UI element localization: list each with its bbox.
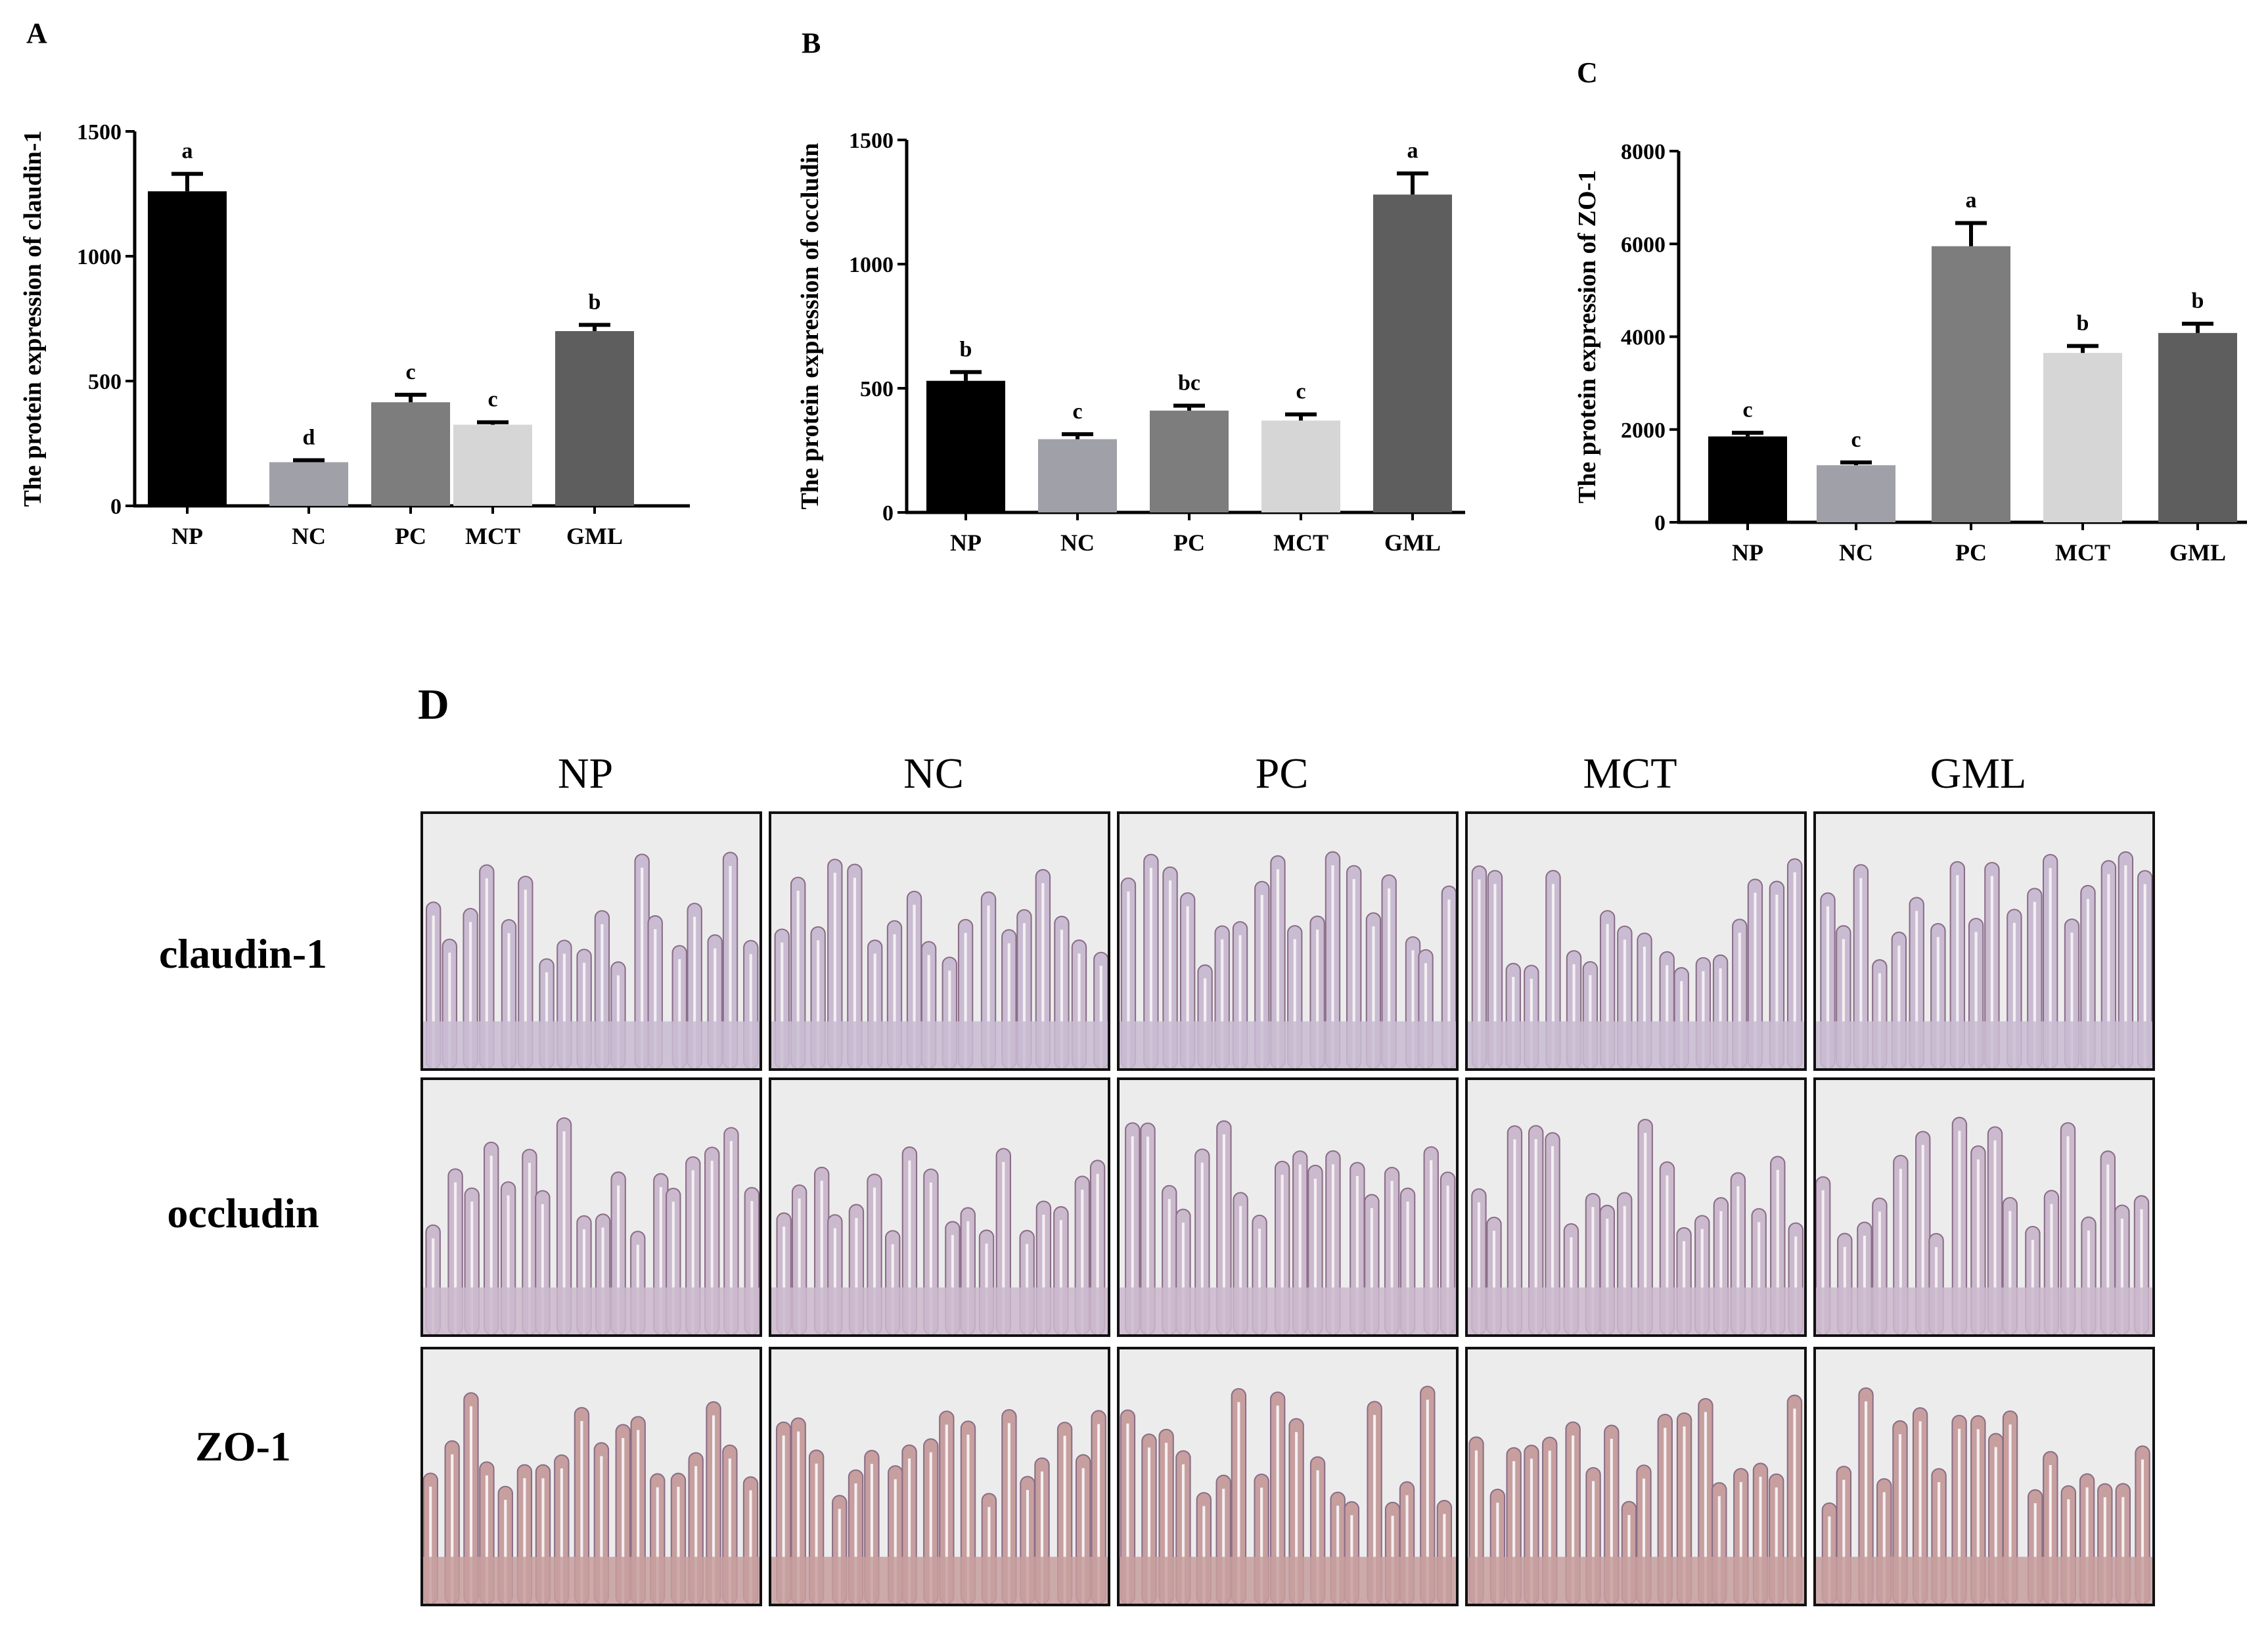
column-label-gml: GML <box>1930 750 2027 798</box>
column-label-mct: MCT <box>1583 750 1677 798</box>
histology-image-occludin-pc <box>1117 1077 1459 1337</box>
x-tick-label-b: MCT <box>1273 530 1328 556</box>
significance-label-a: c <box>488 388 497 412</box>
y-tick-label-b: 1500 <box>849 129 894 153</box>
bar-c-nc <box>1817 465 1895 522</box>
significance-label-c: c <box>1851 428 1861 452</box>
y-tick-label-a: 1500 <box>77 120 122 145</box>
significance-label-b: bc <box>1178 371 1200 395</box>
y-tick-label-a: 1000 <box>77 245 122 269</box>
histology-image-zo-1-pc <box>1117 1347 1459 1606</box>
y-tick-label-b: 0 <box>882 501 894 526</box>
significance-label-c: a <box>1966 188 1977 212</box>
significance-label-c: b <box>2077 311 2089 336</box>
y-tick-label-a: 500 <box>88 370 122 394</box>
panel-letter-c: C <box>1577 56 1598 89</box>
bar-a-np <box>148 191 227 506</box>
bar-c-pc <box>1932 246 2010 522</box>
x-tick-label-b: PC <box>1173 530 1205 556</box>
bar-b-pc <box>1150 411 1229 512</box>
y-tick-label-c: 6000 <box>1621 233 1666 257</box>
significance-label-b: b <box>960 337 972 361</box>
x-tick-label-a: NP <box>171 523 203 549</box>
x-tick-label-a: NC <box>292 523 326 549</box>
x-tick-label-b: NC <box>1060 530 1095 556</box>
histology-image-zo-1-gml <box>1813 1347 2155 1606</box>
y-tick-label-b: 500 <box>860 377 894 401</box>
x-tick-label-b: GML <box>1384 530 1441 556</box>
y-tick-label-c: 4000 <box>1621 326 1666 350</box>
x-tick-label-b: NP <box>950 530 982 556</box>
significance-label-a: c <box>405 360 415 384</box>
row-label-zo-1: ZO-1 <box>195 1423 291 1470</box>
x-tick-label-c: MCT <box>2055 539 2110 566</box>
row-label-claudin-1: claudin-1 <box>158 930 328 977</box>
histology-image-occludin-np <box>420 1077 762 1337</box>
y-tick-label-b: 1000 <box>849 253 894 277</box>
bar-a-pc <box>371 402 450 506</box>
bar-c-gml <box>2158 332 2237 522</box>
significance-label-a: b <box>589 290 601 315</box>
histology-image-zo-1-np <box>420 1347 762 1606</box>
bar-a-nc <box>269 462 348 506</box>
histology-image-zo-1-nc <box>769 1347 1110 1606</box>
row-label-occludin: occludin <box>167 1190 319 1236</box>
y-axis-label-a: The protein expression of claudin-1 <box>19 131 47 507</box>
histology-image-claudin-1-gml <box>1813 811 2155 1071</box>
bar-c-np <box>1708 436 1787 522</box>
x-tick-label-a: MCT <box>465 523 520 549</box>
x-tick-label-c: GML <box>2169 539 2226 566</box>
x-tick-label-c: NC <box>1839 539 1873 566</box>
histology-image-claudin-1-np <box>420 811 762 1071</box>
bar-b-np <box>926 380 1005 512</box>
histology-image-occludin-gml <box>1813 1077 2155 1337</box>
column-label-nc: NC <box>903 750 964 798</box>
significance-label-c: c <box>1742 398 1752 422</box>
y-axis-label-b: The protein expression of occludin <box>796 143 824 509</box>
bar-b-gml <box>1373 194 1452 512</box>
histology-image-occludin-nc <box>769 1077 1110 1337</box>
significance-label-b: c <box>1296 380 1305 404</box>
y-axis-label-c: The protein expression of ZO-1 <box>1574 170 1601 503</box>
histology-image-claudin-1-mct <box>1465 811 1807 1071</box>
x-tick-label-c: NP <box>1732 539 1763 566</box>
x-tick-label-a: PC <box>395 523 426 549</box>
significance-label-c: b <box>2192 289 2204 313</box>
x-tick-label-c: PC <box>1955 539 1987 566</box>
significance-label-a: d <box>303 425 315 449</box>
bar-a-mct <box>453 424 532 506</box>
bar-c-mct <box>2043 353 2122 522</box>
y-tick-label-c: 2000 <box>1621 418 1666 443</box>
bar-a-gml <box>555 331 634 506</box>
significance-label-b: c <box>1072 399 1082 424</box>
histology-image-claudin-1-pc <box>1117 811 1459 1071</box>
histology-image-claudin-1-nc <box>769 811 1110 1071</box>
significance-label-a: a <box>182 139 193 164</box>
x-tick-label-a: GML <box>566 523 623 549</box>
panel-letter-b: B <box>802 27 821 59</box>
significance-label-b: a <box>1407 139 1418 163</box>
histology-image-zo-1-mct <box>1465 1347 1807 1606</box>
panel-letter-d: D <box>418 681 449 729</box>
bar-b-nc <box>1038 439 1117 512</box>
histology-image-occludin-mct <box>1465 1077 1807 1337</box>
column-label-pc: PC <box>1255 750 1309 798</box>
column-label-np: NP <box>557 750 614 798</box>
panel-letter-a: A <box>26 17 47 49</box>
y-tick-label-c: 0 <box>1654 511 1666 535</box>
y-tick-label-c: 8000 <box>1621 140 1666 164</box>
bar-b-mct <box>1261 420 1340 512</box>
y-tick-label-a: 0 <box>110 495 122 519</box>
bar-charts: 0 500 1000 1500 a NP d NC c PC c MCT b GML The protein… <box>19 120 2247 566</box>
